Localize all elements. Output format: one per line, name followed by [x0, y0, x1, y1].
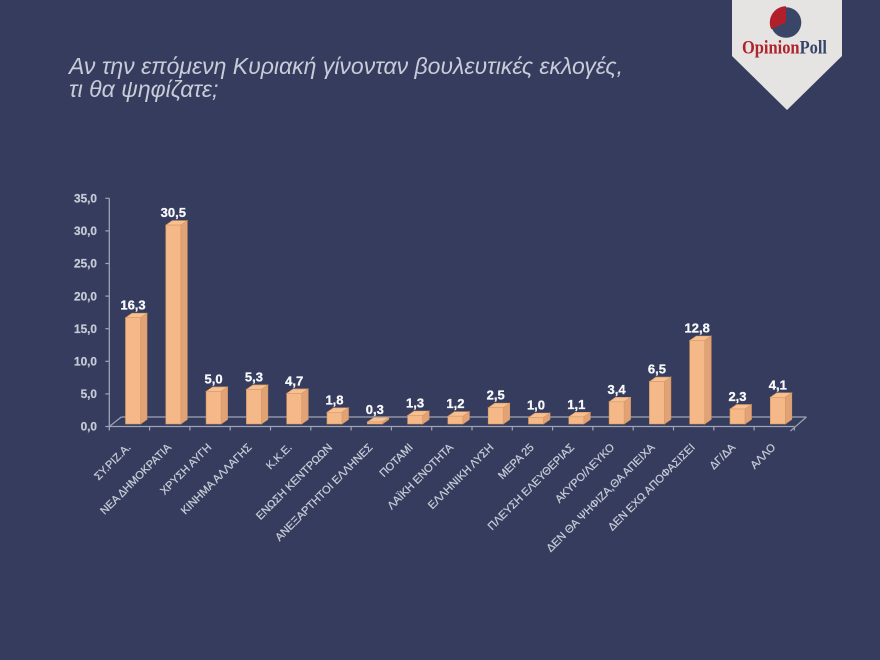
svg-text:15,0: 15,0: [74, 322, 97, 336]
svg-text:ΕΝΩΣΗ ΚΕΝΤΡΩΩΝ: ΕΝΩΣΗ ΚΕΝΤΡΩΩΝ: [254, 442, 335, 523]
svg-text:ΔΓ/ΔΑ: ΔΓ/ΔΑ: [708, 441, 739, 472]
svg-text:30,5: 30,5: [161, 205, 186, 220]
svg-text:ΠΟΤΑΜΙ: ΠΟΤΑΜΙ: [378, 442, 416, 480]
svg-text:20,0: 20,0: [74, 289, 97, 303]
svg-text:4,1: 4,1: [769, 377, 787, 392]
svg-text:6,5: 6,5: [648, 362, 666, 377]
svg-text:0,0: 0,0: [81, 420, 98, 434]
svg-text:16,3: 16,3: [120, 298, 145, 313]
svg-text:30,0: 30,0: [74, 224, 97, 238]
svg-text:ΣΥ.ΡΙΖ.Α.: ΣΥ.ΡΙΖ.Α.: [92, 442, 133, 483]
svg-text:ΑΛΛΟ: ΑΛΛΟ: [748, 441, 778, 471]
svg-text:1,1: 1,1: [567, 397, 585, 412]
svg-text:12,8: 12,8: [685, 321, 710, 336]
svg-text:2,3: 2,3: [728, 389, 746, 404]
svg-text:5,3: 5,3: [245, 369, 263, 384]
svg-text:35,0: 35,0: [74, 192, 97, 206]
svg-text:1,2: 1,2: [446, 396, 464, 411]
svg-text:2,5: 2,5: [487, 388, 505, 403]
svg-text:ΝΕΑ ΔΗΜΟΚΡΑΤΙΑ: ΝΕΑ ΔΗΜΟΚΡΑΤΙΑ: [98, 441, 174, 517]
svg-text:1,0: 1,0: [527, 398, 545, 413]
svg-text:3,4: 3,4: [608, 382, 627, 397]
svg-text:1,8: 1,8: [325, 392, 343, 407]
svg-text:25,0: 25,0: [74, 257, 97, 271]
svg-text:OpinionPoll: OpinionPoll: [742, 39, 827, 59]
svg-text:5,0: 5,0: [81, 387, 98, 401]
svg-text:1,3: 1,3: [406, 396, 424, 411]
svg-text:10,0: 10,0: [74, 355, 97, 369]
svg-text:0,3: 0,3: [366, 402, 384, 417]
svg-text:4,7: 4,7: [285, 373, 303, 388]
svg-text:Κ.Κ.Ε.: Κ.Κ.Ε.: [264, 442, 295, 473]
svg-text:ΜΕΡΑ 25: ΜΕΡΑ 25: [496, 442, 536, 482]
svg-text:5,0: 5,0: [205, 371, 223, 386]
svg-text:ΚΙΝΗΜΑ ΑΛΛΑΓΗΣ: ΚΙΝΗΜΑ ΑΛΛΑΓΗΣ: [179, 441, 255, 517]
